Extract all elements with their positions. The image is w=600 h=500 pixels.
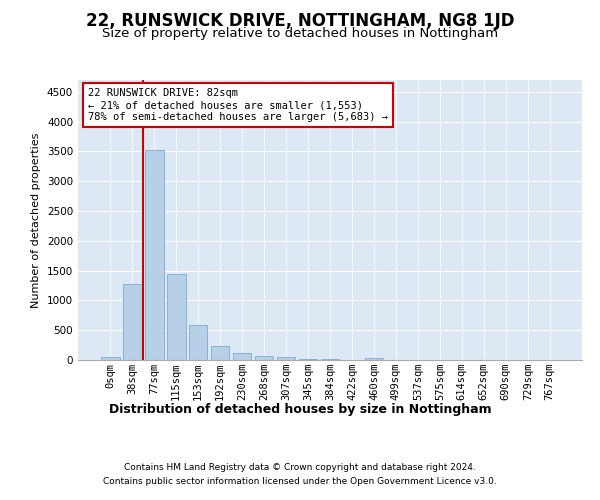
Text: Contains public sector information licensed under the Open Government Licence v3: Contains public sector information licen… <box>103 478 497 486</box>
Bar <box>255 356 274 360</box>
Y-axis label: Number of detached properties: Number of detached properties <box>31 132 41 308</box>
Bar <box>101 357 119 360</box>
Bar <box>123 284 142 360</box>
Bar <box>233 353 251 360</box>
Bar <box>211 346 229 360</box>
Text: Size of property relative to detached houses in Nottingham: Size of property relative to detached ho… <box>102 28 498 40</box>
Bar <box>145 150 164 360</box>
Text: 22, RUNSWICK DRIVE, NOTTINGHAM, NG8 1JD: 22, RUNSWICK DRIVE, NOTTINGHAM, NG8 1JD <box>86 12 514 30</box>
Text: Distribution of detached houses by size in Nottingham: Distribution of detached houses by size … <box>109 402 491 415</box>
Bar <box>365 358 383 360</box>
Bar <box>189 326 208 360</box>
Bar <box>299 358 317 360</box>
Bar <box>277 358 295 360</box>
Text: Contains HM Land Registry data © Crown copyright and database right 2024.: Contains HM Land Registry data © Crown c… <box>124 462 476 471</box>
Text: 22 RUNSWICK DRIVE: 82sqm
← 21% of detached houses are smaller (1,553)
78% of sem: 22 RUNSWICK DRIVE: 82sqm ← 21% of detach… <box>88 88 388 122</box>
Bar <box>167 274 185 360</box>
